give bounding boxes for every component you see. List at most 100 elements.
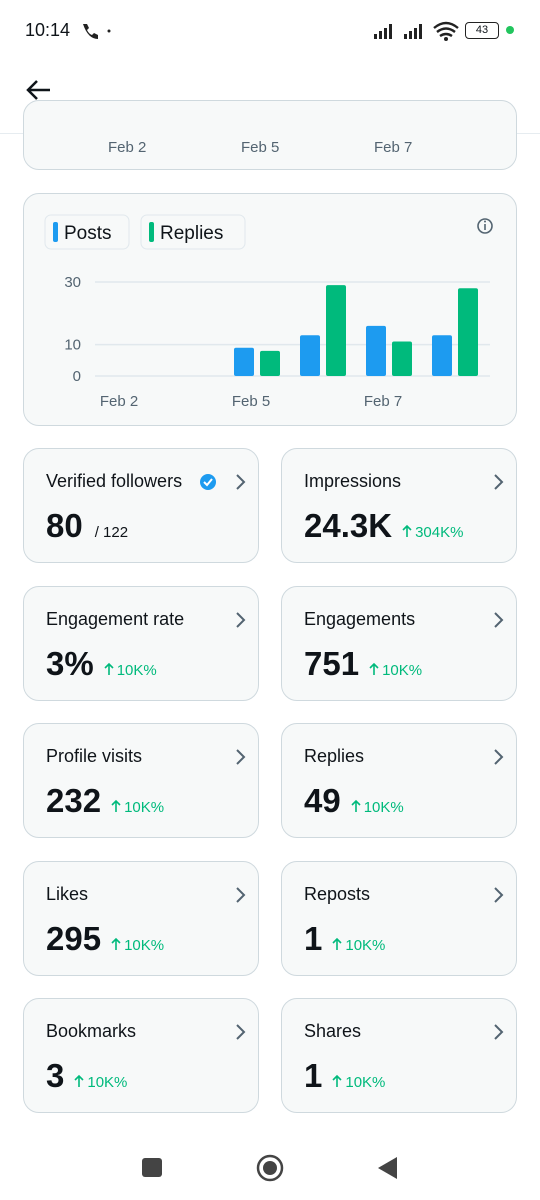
battery: 43 xyxy=(465,22,499,39)
metric-value-row: 24.3K 304K% xyxy=(304,507,463,545)
metric-title: Impressions xyxy=(304,471,402,491)
legend-swatch xyxy=(149,222,154,242)
metric-value: 232 xyxy=(46,782,102,819)
info-icon[interactable] xyxy=(477,218,493,234)
metric-value: 24.3K xyxy=(304,507,393,544)
metric-value-row: 80 / 122 xyxy=(46,507,128,545)
bar xyxy=(432,335,452,376)
metric-value-row: 751 10K% xyxy=(304,645,422,683)
metric-card[interactable]: Shares 1 10K% xyxy=(281,998,517,1113)
y-tick-label: 10 xyxy=(64,337,81,354)
legend-chip xyxy=(140,214,246,250)
info-icon-dot xyxy=(484,220,486,223)
chevron xyxy=(236,611,246,628)
metric-change: 10K% xyxy=(369,662,422,679)
metric-change: 10K% xyxy=(332,937,385,954)
metric-value-row: 295 10K% xyxy=(46,920,164,958)
metric-title: Likes xyxy=(46,883,89,904)
metric-card[interactable]: Likes 295 10K% xyxy=(23,860,259,976)
chevron xyxy=(494,749,504,765)
chart-card: 0 10 30 Posts Replies Feb 2 Feb 5 Feb 7 xyxy=(23,193,517,426)
dot xyxy=(506,26,514,34)
y-tick-label: 0 xyxy=(73,368,81,385)
metric-value: 49 xyxy=(304,782,341,819)
metric-change-text: 10K% xyxy=(382,661,423,679)
verified-icon xyxy=(200,474,216,490)
up-arrow xyxy=(369,662,379,675)
metric-change: 10K% xyxy=(111,799,164,816)
legend-chip xyxy=(44,214,130,250)
metric-value-row: 3 10K% xyxy=(46,1057,127,1095)
metric-title: Engagements xyxy=(304,608,416,629)
chevron xyxy=(236,1024,246,1040)
up-arrow xyxy=(104,662,114,675)
metric-card[interactable]: Verified followers 80 / 122 xyxy=(23,448,259,563)
up-arrow xyxy=(332,1074,342,1087)
metric-value: 751 xyxy=(304,644,360,682)
bar xyxy=(300,335,320,376)
nav-home[interactable] xyxy=(255,1153,285,1183)
metric-total: / 122 xyxy=(94,524,129,541)
clock: 10:14 xyxy=(25,20,71,40)
x-label: Feb 5 xyxy=(241,139,280,156)
metric-title: Shares xyxy=(304,1021,362,1041)
chart: 0 10 30 Posts Replies Feb 2 Feb 5 Feb 7 xyxy=(44,214,493,410)
metric-change-text: 10K% xyxy=(87,1074,128,1091)
metric-value-row: 49 10K% xyxy=(304,782,404,820)
up-arrow xyxy=(111,799,121,812)
metric-value: 295 xyxy=(46,919,102,957)
metric-value-row: 3% 10K% xyxy=(46,645,157,683)
metric-change: 10K% xyxy=(104,662,157,679)
metric-value-row: 1 10K% xyxy=(304,1057,385,1095)
metric-title: Verified followers xyxy=(46,471,183,491)
metric-card[interactable]: Profile visits 232 10K% xyxy=(23,723,259,838)
metric-title: Engagement rate xyxy=(46,608,185,629)
metric-change: 10K% xyxy=(351,799,404,816)
metric-value: 1 xyxy=(304,919,323,957)
signal-wifi xyxy=(374,21,459,41)
x-label: Feb 7 xyxy=(374,139,413,156)
chevron xyxy=(236,474,246,490)
bar xyxy=(392,341,412,376)
up-arrow xyxy=(74,1074,84,1087)
metric-change-text: 10K% xyxy=(124,936,165,954)
chevron xyxy=(494,886,504,903)
chevron xyxy=(236,749,246,765)
legend-label: Posts xyxy=(64,223,112,244)
metric-card[interactable]: Reposts 1 10K% xyxy=(281,860,517,976)
bar xyxy=(326,285,346,376)
metric-change-text: 10K% xyxy=(363,799,404,816)
chevron xyxy=(494,1024,504,1040)
chevron xyxy=(236,886,246,903)
metric-change-text: 304K% xyxy=(415,524,464,541)
metric-card[interactable]: Impressions 24.3K 304K% xyxy=(281,448,517,563)
metric-card[interactable]: Bookmarks 3 10K% xyxy=(23,998,259,1113)
metric-change: 10K% xyxy=(332,1074,385,1091)
metric-card[interactable]: Engagements 751 10K% xyxy=(281,585,517,701)
x-tick-label: Feb 7 xyxy=(364,393,402,410)
back-button[interactable] xyxy=(24,76,54,104)
metric-value: 3% xyxy=(46,644,94,682)
nav-recents[interactable] xyxy=(142,1158,162,1177)
bar xyxy=(234,347,254,376)
metric-value: 3 xyxy=(46,1057,65,1094)
metric-title: Reposts xyxy=(304,883,371,904)
metric-change-text: 10K% xyxy=(116,661,157,679)
metric-value: 1 xyxy=(304,1057,323,1094)
previous-chart-card: Feb 2 Feb 5 Feb 7 xyxy=(23,100,517,170)
metric-title: Profile visits xyxy=(46,746,143,766)
nav-back[interactable] xyxy=(375,1155,399,1181)
up-arrow xyxy=(332,937,342,950)
x-label: Feb 2 xyxy=(108,139,147,156)
up-arrow xyxy=(402,524,412,537)
call-icons xyxy=(83,24,111,39)
x-tick-label: Feb 2 xyxy=(100,393,138,410)
metric-card[interactable]: Engagement rate 3% 10K% xyxy=(23,585,259,701)
legend-swatch xyxy=(53,222,58,242)
metric-value-row: 1 10K% xyxy=(304,920,385,958)
y-tick-label: 30 xyxy=(64,274,81,291)
metric-change-text: 10K% xyxy=(345,936,386,954)
x-tick-label: Feb 5 xyxy=(232,393,270,410)
metric-card[interactable]: Replies 49 10K% xyxy=(281,723,517,838)
